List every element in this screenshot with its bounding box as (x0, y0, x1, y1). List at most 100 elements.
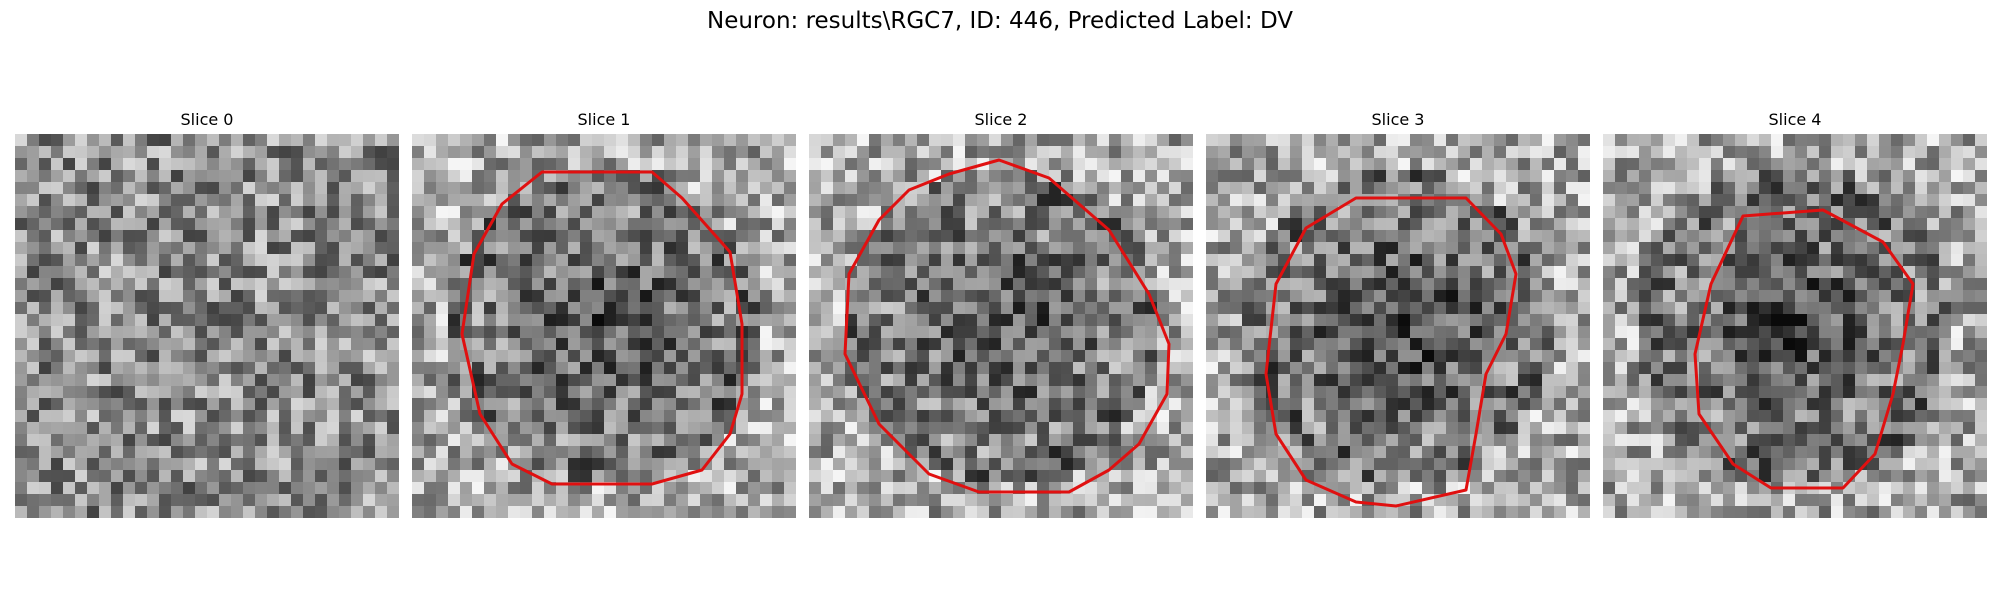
pixel (833, 206, 846, 219)
pixel (1663, 302, 1676, 315)
pixel (1290, 494, 1303, 507)
pixel (448, 134, 461, 147)
pixel (1097, 314, 1110, 327)
pixel (688, 146, 701, 159)
pixel (1759, 254, 1772, 267)
pixel (219, 254, 232, 267)
pixel (1711, 374, 1724, 387)
pixel (1434, 194, 1447, 207)
pixel (1242, 326, 1255, 339)
pixel (436, 206, 449, 219)
pixel (616, 350, 629, 363)
pixel (568, 446, 581, 459)
pixel (1206, 134, 1219, 147)
pixel (845, 158, 858, 171)
pixel (556, 146, 569, 159)
pixel (279, 446, 292, 459)
pixel (448, 398, 461, 411)
pixel (1169, 350, 1182, 363)
pixel (231, 506, 244, 518)
pixel (1422, 194, 1435, 207)
pixel (351, 170, 364, 183)
pixel (472, 278, 485, 291)
pixel (1073, 362, 1086, 375)
pixel (1001, 506, 1014, 518)
pixel (784, 254, 796, 267)
pixel (1566, 386, 1579, 399)
pixel (845, 170, 858, 183)
pixel (111, 278, 124, 291)
pixel (1518, 302, 1531, 315)
pixel (905, 194, 918, 207)
pixel (1506, 158, 1519, 171)
pixel (27, 182, 40, 195)
pixel (1230, 398, 1243, 411)
pixel (267, 350, 280, 363)
pixel (1554, 422, 1567, 435)
pixel (748, 134, 761, 147)
pixel (1326, 254, 1339, 267)
pixel (1675, 302, 1688, 315)
pixel (1157, 194, 1170, 207)
pixel (1831, 302, 1844, 315)
pixel (1434, 158, 1447, 171)
pixel (1578, 338, 1590, 351)
pixel (1975, 386, 1987, 399)
pixel (508, 278, 521, 291)
pixel (1663, 410, 1676, 423)
pixel (953, 506, 966, 518)
pixel (1157, 494, 1170, 507)
pixel (989, 218, 1002, 231)
pixel (1374, 458, 1387, 471)
pixel (424, 146, 437, 159)
pixel (592, 506, 605, 518)
pixel (760, 278, 773, 291)
pixel (460, 146, 473, 159)
pixel (1699, 182, 1712, 195)
pixel (893, 206, 906, 219)
pixel (412, 194, 425, 207)
pixel (147, 422, 160, 435)
pixel (640, 398, 653, 411)
pixel (1506, 398, 1519, 411)
pixel (1639, 230, 1652, 243)
pixel (1494, 266, 1507, 279)
pixel (303, 398, 316, 411)
pixel (736, 182, 749, 195)
pixel (1518, 314, 1531, 327)
pixel (772, 158, 785, 171)
pixel (953, 458, 966, 471)
pixel (123, 158, 136, 171)
pixel (436, 410, 449, 423)
pixel (1795, 242, 1808, 255)
pixel (195, 194, 208, 207)
pixel (231, 266, 244, 279)
pixel (676, 326, 689, 339)
pixel (1434, 254, 1447, 267)
pixel (243, 314, 256, 327)
pixel (941, 446, 954, 459)
pixel (1037, 242, 1050, 255)
pixel (1831, 386, 1844, 399)
pixel (1651, 374, 1664, 387)
pixel (1530, 386, 1543, 399)
pixel (1350, 278, 1363, 291)
pixel (1675, 170, 1688, 183)
pixel (1903, 398, 1916, 411)
pixel (1747, 314, 1760, 327)
pixel (267, 482, 280, 495)
pixel (965, 146, 978, 159)
pixel (833, 350, 846, 363)
pixel (1230, 254, 1243, 267)
pixel (1843, 170, 1856, 183)
pixel (544, 302, 557, 315)
pixel (111, 362, 124, 375)
pixel (315, 434, 328, 447)
pixel (1314, 434, 1327, 447)
pixel (255, 506, 268, 518)
pixel (1566, 158, 1579, 171)
pixel (1037, 302, 1050, 315)
pixel (39, 230, 52, 243)
pixel (917, 170, 930, 183)
pixel (1025, 290, 1038, 303)
